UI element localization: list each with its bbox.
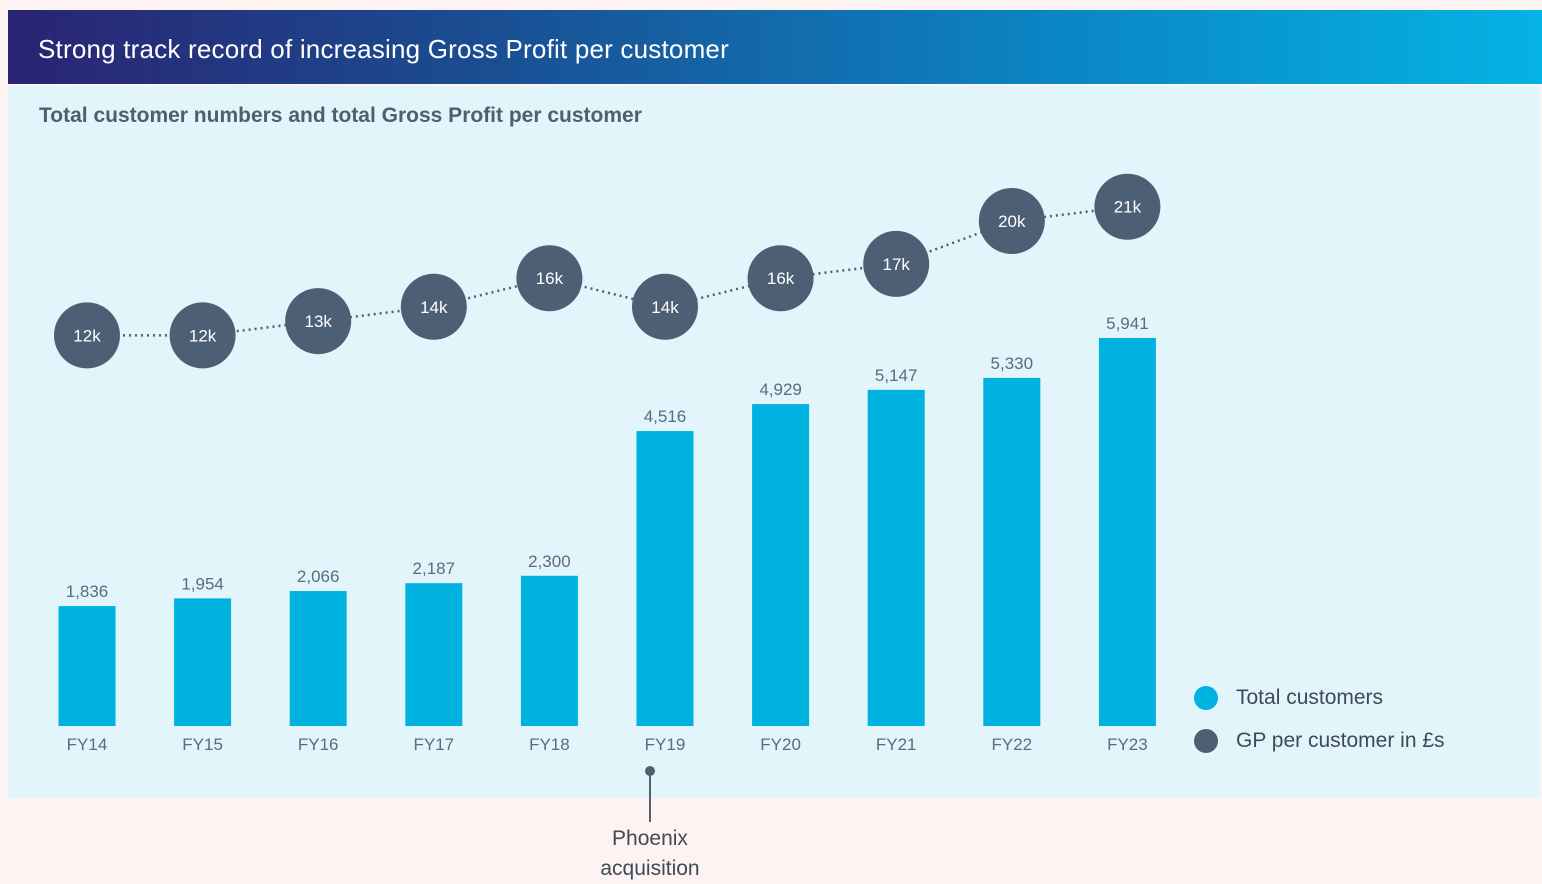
gp-point-fy19 bbox=[632, 273, 698, 340]
category-label: FY20 bbox=[760, 735, 801, 754]
gp-point-fy20 bbox=[747, 245, 814, 312]
gp-value-label: 14k bbox=[651, 298, 679, 317]
chart-panel: Total customer numbers and total Gross P… bbox=[8, 86, 1540, 798]
gp-value-label: 21k bbox=[1114, 198, 1142, 217]
gp-series-line bbox=[87, 205, 1128, 337]
bar-value-label: 5,330 bbox=[991, 354, 1034, 373]
category-label: FY22 bbox=[991, 735, 1032, 754]
gp-point-fy14 bbox=[54, 302, 120, 369]
legend-swatch-dots bbox=[1194, 728, 1218, 753]
gp-value-label: 12k bbox=[73, 326, 101, 345]
category-label: FY15 bbox=[182, 735, 223, 754]
legend-swatch-bars bbox=[1194, 685, 1218, 710]
bar-fy22 bbox=[983, 377, 1041, 726]
category-label: FY21 bbox=[876, 735, 917, 754]
bar-fy19 bbox=[636, 431, 694, 726]
bar-fy20 bbox=[752, 404, 810, 726]
annotation-text: Phoenix acquisition bbox=[600, 827, 700, 880]
bar-fy14 bbox=[58, 606, 116, 726]
category-label: FY16 bbox=[298, 735, 339, 754]
header-banner: Strong track record of increasing Gross … bbox=[8, 10, 1542, 84]
category-label: FY14 bbox=[67, 735, 108, 754]
gp-value-label: 16k bbox=[767, 269, 795, 288]
bar-fy23 bbox=[1098, 338, 1156, 726]
bar-value-label: 2,066 bbox=[297, 567, 340, 586]
bar-fy16 bbox=[289, 591, 347, 726]
gp-point-fy15 bbox=[169, 302, 236, 369]
gp-point-fy21 bbox=[863, 230, 930, 297]
category-label: FY19 bbox=[645, 735, 686, 754]
legend-label: Total customers bbox=[1236, 685, 1384, 709]
bar-value-label: 5,147 bbox=[875, 366, 918, 385]
gp-point-fy23 bbox=[1094, 173, 1161, 240]
bar-fy15 bbox=[174, 598, 232, 726]
category-label: FY17 bbox=[413, 735, 454, 754]
chart-title: Total customer numbers and total Gross P… bbox=[39, 104, 642, 127]
bar-value-label: 4,929 bbox=[759, 380, 802, 399]
gp-point-fy22 bbox=[978, 188, 1045, 254]
legend-label: GP per customer in £s bbox=[1236, 728, 1445, 752]
bar-value-label: 5,941 bbox=[1106, 314, 1149, 333]
page-title: Strong track record of increasing Gross … bbox=[38, 34, 729, 64]
gp-point-fy17 bbox=[400, 273, 467, 340]
bar-value-label: 1,836 bbox=[66, 582, 109, 601]
bar-value-label: 2,300 bbox=[528, 552, 571, 571]
bar-fy21 bbox=[867, 389, 925, 726]
legend-item-total-customers: Total customers bbox=[1194, 676, 1445, 719]
bar-fy18 bbox=[520, 575, 578, 726]
gp-point-fy16 bbox=[285, 288, 352, 355]
legend-item-gp-per-customer: GP per customer in £s bbox=[1194, 719, 1445, 762]
combo-chart: 1,836 FY14 1,954 FY15 2,066 FY16 2,187 FY17 2,30… bbox=[54, 173, 1161, 754]
legend: Total customers GP per customer in £s bbox=[1194, 676, 1445, 762]
annotation-marker bbox=[645, 766, 655, 776]
bar-value-label: 2,187 bbox=[413, 559, 456, 578]
gp-value-label: 17k bbox=[882, 255, 910, 274]
category-label: FY23 bbox=[1107, 735, 1148, 754]
bar-value-label: 1,954 bbox=[181, 574, 224, 593]
bar-fy17 bbox=[405, 583, 463, 726]
gp-value-label: 12k bbox=[189, 326, 217, 345]
annotation-line bbox=[649, 774, 651, 822]
gp-value-label: 16k bbox=[536, 269, 564, 288]
gp-value-label: 20k bbox=[998, 212, 1026, 231]
gp-point-fy18 bbox=[516, 245, 583, 312]
category-label: FY18 bbox=[529, 735, 570, 754]
gp-value-label: 13k bbox=[304, 312, 332, 331]
gp-value-label: 14k bbox=[420, 298, 448, 317]
bar-value-label: 4,516 bbox=[644, 407, 687, 426]
